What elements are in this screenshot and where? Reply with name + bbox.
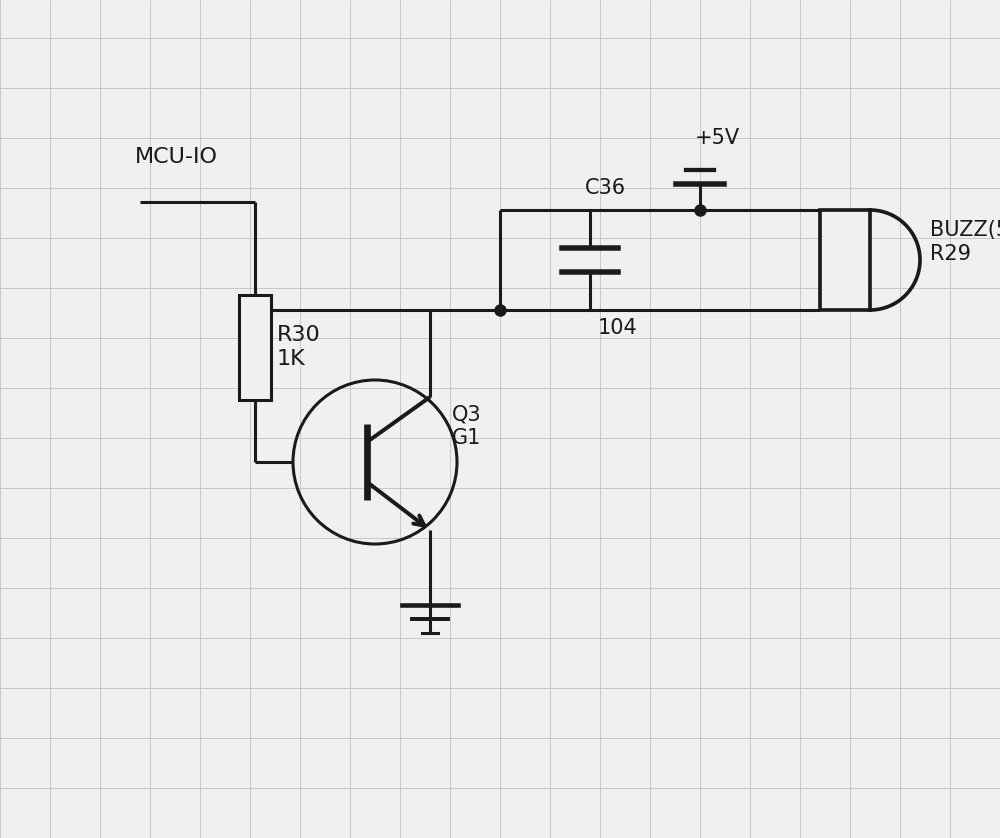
Text: BUZZ(5V)
R29: BUZZ(5V) R29: [930, 220, 1000, 264]
Text: 104: 104: [598, 318, 638, 338]
Bar: [820, 210, 870, 310]
Text: +5V: +5V: [695, 128, 740, 148]
Text: Q3
G1: Q3 G1: [452, 405, 482, 448]
Bar: [239, 295, 271, 400]
Text: R30
1K: R30 1K: [277, 325, 321, 369]
Text: MCU-IO: MCU-IO: [135, 147, 218, 167]
Text: C36: C36: [585, 178, 626, 198]
